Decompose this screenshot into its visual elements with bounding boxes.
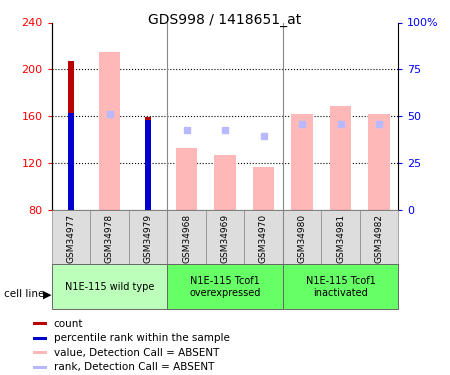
Bar: [33, 366, 46, 369]
FancyBboxPatch shape: [129, 210, 167, 264]
Text: GSM34982: GSM34982: [374, 214, 383, 263]
Text: GSM34980: GSM34980: [297, 214, 306, 264]
Text: GDS998 / 1418651_at: GDS998 / 1418651_at: [148, 13, 302, 27]
Text: GSM34979: GSM34979: [144, 214, 153, 264]
FancyBboxPatch shape: [167, 210, 206, 264]
FancyBboxPatch shape: [90, 210, 129, 264]
FancyBboxPatch shape: [283, 264, 398, 309]
Text: cell line: cell line: [4, 290, 45, 299]
FancyBboxPatch shape: [52, 264, 167, 309]
Text: GSM34970: GSM34970: [259, 214, 268, 264]
Bar: [369, 114, 390, 210]
Bar: [214, 155, 236, 210]
Text: GSM34977: GSM34977: [67, 214, 76, 264]
Text: GSM34978: GSM34978: [105, 214, 114, 264]
FancyBboxPatch shape: [244, 210, 283, 264]
Bar: [68, 113, 74, 210]
FancyBboxPatch shape: [167, 264, 283, 309]
FancyBboxPatch shape: [321, 210, 360, 264]
Bar: [33, 351, 46, 354]
Text: N1E-115 Tcof1
inactivated: N1E-115 Tcof1 inactivated: [306, 276, 375, 298]
Text: value, Detection Call = ABSENT: value, Detection Call = ABSENT: [54, 348, 219, 358]
Bar: [68, 61, 74, 210]
Bar: [144, 120, 152, 210]
Bar: [99, 52, 120, 210]
Bar: [330, 106, 351, 210]
Text: count: count: [54, 319, 83, 328]
Bar: [176, 148, 197, 210]
Text: GSM34968: GSM34968: [182, 214, 191, 264]
Text: percentile rank within the sample: percentile rank within the sample: [54, 333, 230, 343]
FancyBboxPatch shape: [206, 210, 244, 264]
Text: GSM34981: GSM34981: [336, 214, 345, 264]
Text: rank, Detection Call = ABSENT: rank, Detection Call = ABSENT: [54, 362, 214, 372]
Text: ▶: ▶: [43, 290, 52, 299]
Bar: [144, 117, 152, 210]
Text: GSM34969: GSM34969: [220, 214, 230, 264]
FancyBboxPatch shape: [360, 210, 398, 264]
Bar: [33, 322, 46, 325]
Bar: [33, 336, 46, 340]
FancyBboxPatch shape: [283, 210, 321, 264]
Bar: [292, 114, 313, 210]
Text: N1E-115 Tcof1
overexpressed: N1E-115 Tcof1 overexpressed: [189, 276, 261, 298]
Text: N1E-115 wild type: N1E-115 wild type: [65, 282, 154, 292]
Bar: [253, 166, 274, 210]
FancyBboxPatch shape: [52, 210, 90, 264]
